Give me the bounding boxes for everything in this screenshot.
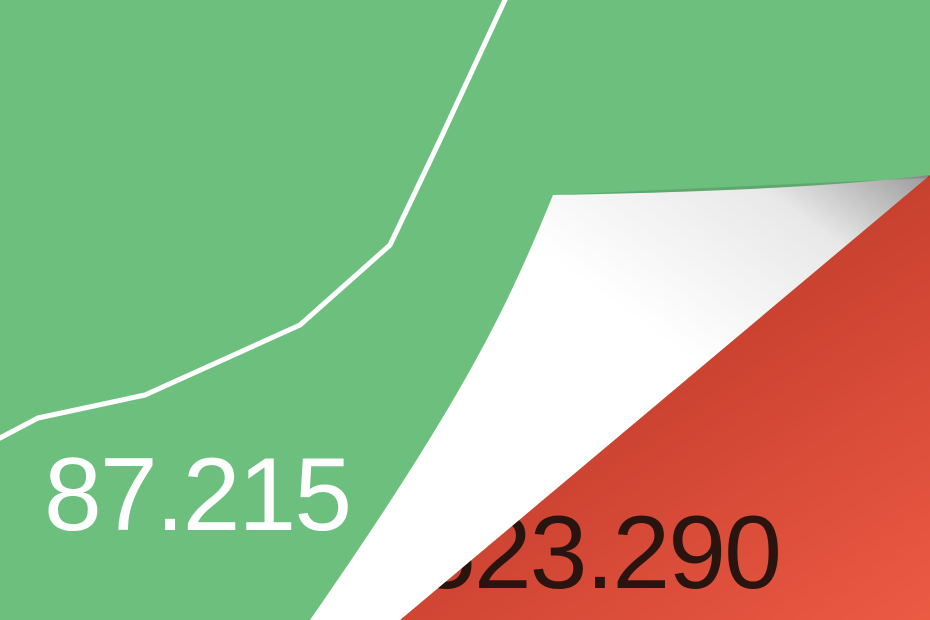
paper-curl [310, 175, 930, 620]
trend-line [0, 0, 508, 441]
front-number: 87.215 [44, 437, 350, 553]
